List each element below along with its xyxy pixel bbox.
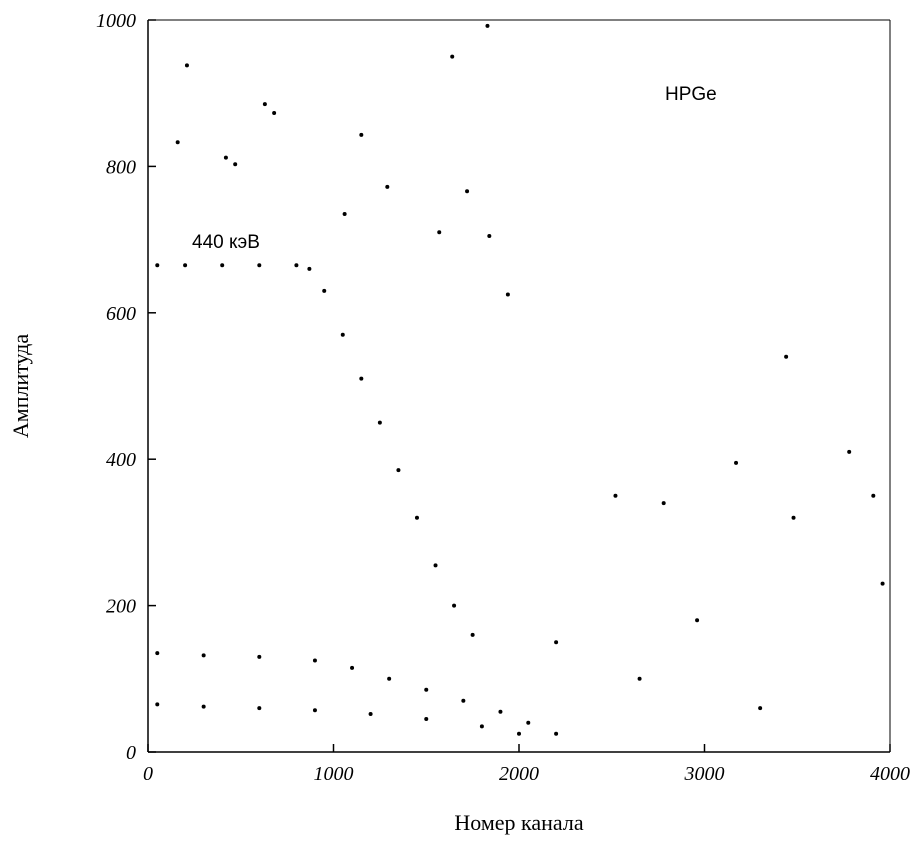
y-tick-label: 400 — [106, 449, 136, 471]
data-points — [155, 23, 885, 736]
data-point — [880, 581, 885, 586]
data-point — [312, 708, 317, 713]
data-point — [791, 515, 796, 520]
data-point — [871, 493, 876, 498]
data-point — [487, 233, 492, 238]
data-point — [307, 266, 312, 271]
data-point — [155, 702, 160, 707]
data-point — [485, 23, 490, 28]
x-tick-label: 2000 — [499, 763, 539, 785]
annotation-hpge: HPGe — [665, 84, 717, 105]
data-point — [637, 676, 642, 681]
data-point — [184, 63, 189, 68]
y-axis-title: Амплитуда — [8, 334, 33, 438]
y-tick-label: 200 — [106, 596, 136, 618]
data-point — [661, 501, 666, 506]
y-ticks: 0 200 400 600 800 1000 — [96, 10, 156, 764]
data-point — [517, 731, 521, 736]
data-point — [505, 292, 510, 297]
data-point — [368, 711, 373, 716]
data-point — [340, 332, 345, 337]
data-point — [433, 563, 438, 568]
data-point — [201, 653, 206, 658]
y-tick-label: 1000 — [96, 10, 136, 32]
data-point — [452, 603, 457, 608]
data-point — [385, 184, 390, 189]
y-tick-label: 600 — [106, 303, 136, 325]
data-point — [359, 376, 364, 381]
x-ticks: 0 1000 2000 3000 4000 — [143, 744, 910, 785]
data-point — [450, 54, 455, 59]
data-point — [387, 676, 392, 681]
x-tick-label: 3000 — [684, 763, 725, 785]
data-point — [498, 709, 503, 714]
data-point — [183, 263, 188, 268]
data-point — [223, 155, 228, 160]
data-point — [175, 140, 180, 145]
data-point — [461, 698, 466, 703]
annotation-440kev: 440 кэВ — [192, 232, 260, 253]
data-point — [758, 706, 763, 711]
data-point — [257, 263, 262, 268]
x-tick-label: 1000 — [314, 763, 354, 785]
data-point — [554, 640, 559, 645]
data-point — [437, 230, 442, 235]
data-point — [695, 618, 700, 623]
data-point — [526, 720, 531, 725]
data-point — [294, 263, 299, 268]
data-point — [155, 263, 160, 268]
data-point — [479, 724, 484, 729]
data-point — [377, 420, 382, 425]
data-point — [613, 493, 618, 498]
data-point — [424, 717, 429, 722]
data-point — [470, 632, 475, 637]
data-point — [257, 654, 262, 659]
data-point — [847, 449, 852, 454]
data-point — [220, 263, 225, 268]
x-tick-label: 0 — [143, 763, 153, 785]
data-point — [784, 354, 789, 359]
data-point — [342, 211, 347, 216]
data-point — [424, 687, 429, 692]
data-point — [350, 665, 355, 670]
data-point — [322, 288, 327, 293]
data-point — [414, 515, 419, 520]
data-point — [359, 132, 364, 137]
y-tick-label: 0 — [126, 742, 136, 764]
data-point — [554, 731, 559, 736]
data-point — [257, 706, 262, 711]
data-point — [396, 468, 401, 473]
y-tick-label: 800 — [106, 156, 136, 178]
x-tick-label: 4000 — [870, 763, 910, 785]
data-point — [465, 189, 470, 194]
data-point — [233, 162, 238, 167]
data-point — [201, 704, 206, 709]
data-point — [155, 651, 160, 656]
data-point — [262, 102, 267, 107]
data-point — [734, 460, 739, 465]
x-axis-title: Номер канала — [454, 810, 583, 835]
data-point — [312, 658, 317, 663]
data-point — [272, 110, 277, 115]
